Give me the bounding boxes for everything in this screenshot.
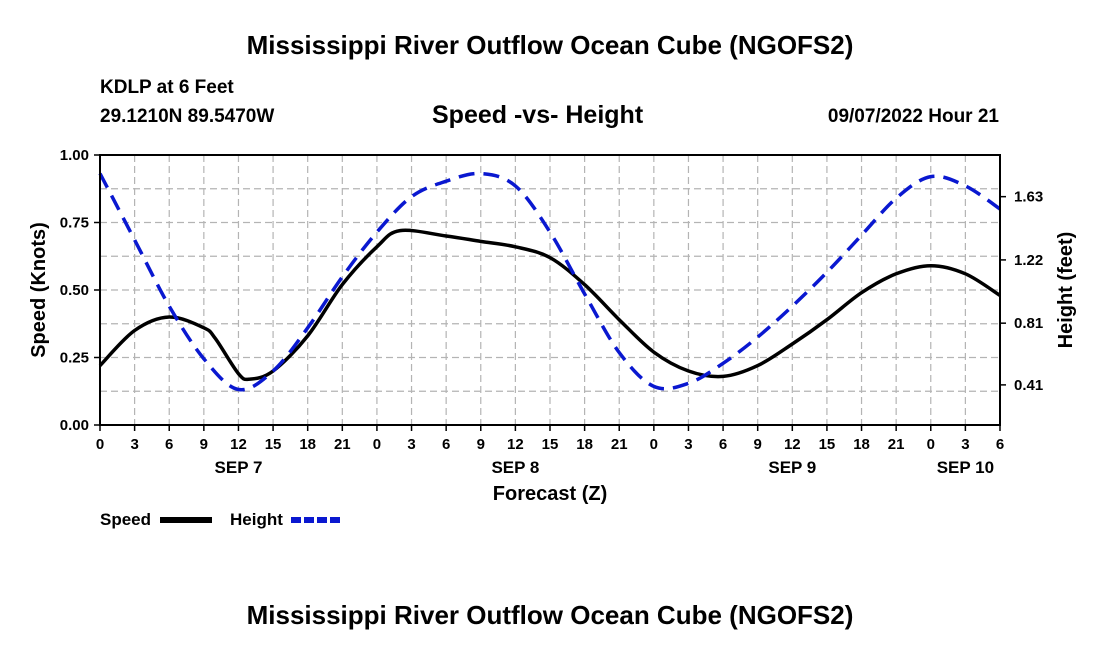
y-right-tick-label: 1.22 — [1014, 252, 1043, 269]
x-tick-label: 12 — [784, 436, 801, 453]
forecast-datetime: 09/07/2022 Hour 21 — [827, 106, 999, 127]
x-tick-label: 21 — [334, 436, 351, 453]
y-tick-label: 0.50 — [60, 282, 89, 299]
y-tick-label: 0.75 — [60, 215, 89, 232]
y-tick-label: 0.25 — [60, 350, 89, 367]
page-title-bottom: Mississippi River Outflow Ocean Cube (NG… — [246, 600, 854, 630]
station-coordinates: 29.1210N 89.5470W — [100, 106, 275, 127]
x-tick-label: 0 — [927, 436, 935, 453]
x-tick-label: 6 — [442, 436, 450, 453]
x-day-label: SEP 10 — [937, 458, 994, 477]
legend-label-height: Height — [230, 510, 283, 529]
axes: 0 3 6 9 12 15 18 21 0 3 6 9 12 15 18 21 0 3 6 9 12 15 18 21 0 3 6S… — [28, 147, 1077, 505]
x-tick-label: 9 — [754, 436, 762, 453]
legend: Speed Height — [100, 510, 343, 529]
y-right-tick-label: 0.81 — [1014, 315, 1043, 332]
x-tick-label: 0 — [96, 436, 104, 453]
x-tick-label: 15 — [542, 436, 559, 453]
x-tick-label: 6 — [719, 436, 727, 453]
y-tick-label: 0.00 — [60, 417, 89, 434]
station-name: KDLP at 6 Feet — [100, 77, 234, 98]
chart-title: Speed -vs- Height — [432, 101, 644, 129]
x-tick-label: 0 — [650, 436, 658, 453]
x-day-label: SEP 7 — [215, 458, 263, 477]
x-tick-label: 18 — [299, 436, 316, 453]
x-tick-label: 9 — [477, 436, 485, 453]
legend-label-speed: Speed — [100, 510, 151, 529]
x-day-label: SEP 8 — [491, 458, 539, 477]
y-right-tick-label: 1.63 — [1014, 189, 1043, 206]
series-layer — [98, 171, 1001, 392]
x-tick-label: 12 — [507, 436, 524, 453]
y-axis-label-left: Speed (Knots) — [28, 222, 50, 358]
x-axis-label: Forecast (Z) — [493, 483, 607, 505]
y-right-tick-label: 0.41 — [1014, 377, 1043, 394]
x-tick-label: 21 — [611, 436, 628, 453]
x-tick-label: 18 — [576, 436, 593, 453]
y-tick-label: 1.00 — [60, 147, 89, 164]
x-tick-label: 9 — [200, 436, 208, 453]
x-tick-label: 6 — [165, 436, 173, 453]
series-line-height — [98, 171, 1001, 392]
x-tick-label: 12 — [230, 436, 247, 453]
x-tick-label: 6 — [996, 436, 1004, 453]
x-tick-label: 15 — [265, 436, 282, 453]
grid — [100, 155, 1000, 425]
x-day-label: SEP 9 — [768, 458, 816, 477]
x-tick-label: 3 — [961, 436, 969, 453]
x-tick-label: 3 — [407, 436, 415, 453]
x-tick-label: 0 — [373, 436, 381, 453]
y-axis-label-right: Height (feet) — [1055, 232, 1077, 349]
x-tick-label: 21 — [888, 436, 905, 453]
x-tick-label: 3 — [684, 436, 692, 453]
series-line-speed — [98, 228, 1001, 382]
x-tick-label: 15 — [819, 436, 836, 453]
x-tick-label: 3 — [130, 436, 138, 453]
x-tick-label: 18 — [853, 436, 870, 453]
page-title-top: Mississippi River Outflow Ocean Cube (NG… — [246, 30, 854, 60]
